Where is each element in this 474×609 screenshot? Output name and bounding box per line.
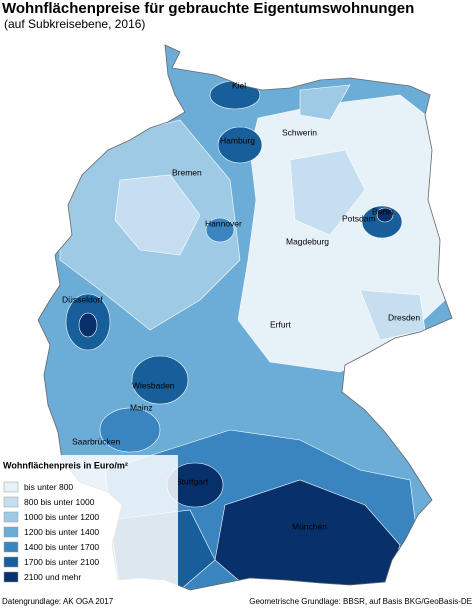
city-label: Hannover bbox=[205, 218, 242, 228]
region bbox=[205, 217, 235, 243]
city-label: Kiel bbox=[232, 80, 246, 90]
region bbox=[131, 355, 189, 405]
legend-swatch bbox=[3, 556, 19, 568]
legend-label: 1400 bis unter 1700 bbox=[24, 542, 99, 552]
city-label: Bremen bbox=[172, 167, 202, 177]
city-label: Potsdam bbox=[342, 213, 376, 223]
legend-label: 2100 und mehr bbox=[24, 572, 81, 582]
city-label: Hamburg bbox=[220, 135, 255, 145]
legend-title: Wohnflächenpreis in Euro/m² bbox=[3, 460, 128, 470]
legend-label: 800 bis unter 1000 bbox=[24, 497, 95, 507]
legend-swatch bbox=[3, 496, 19, 508]
legend-swatch bbox=[3, 511, 19, 523]
city-label: Saarbrücken bbox=[72, 436, 120, 446]
city-label: Stuttgart bbox=[176, 476, 209, 486]
footer-geometry: Geometrische Grundlage: BBSR, auf Basis … bbox=[249, 597, 472, 606]
legend-label: 1700 bis unter 2100 bbox=[24, 557, 99, 567]
region bbox=[289, 149, 366, 236]
city-label: Düsseldorf bbox=[62, 294, 103, 304]
legend-label: bis unter 800 bbox=[24, 482, 73, 492]
city-label: Berlin bbox=[372, 206, 394, 216]
region bbox=[114, 174, 201, 256]
city-label: Magdeburg bbox=[286, 236, 329, 246]
legend-swatch bbox=[3, 541, 19, 553]
region bbox=[299, 84, 351, 121]
legend-swatch bbox=[3, 481, 19, 493]
region bbox=[99, 407, 161, 453]
legend-swatch bbox=[3, 526, 19, 538]
legend: Wohnflächenpreis in Euro/m² bis unter 80… bbox=[0, 455, 178, 590]
footer-source: Datengrundlage: AK OGA 2017 bbox=[2, 597, 114, 606]
region bbox=[78, 312, 98, 338]
city-label: München bbox=[292, 521, 327, 531]
city-label: Mainz bbox=[130, 402, 153, 412]
region bbox=[376, 207, 394, 223]
legend-box bbox=[0, 455, 178, 590]
city-label: Schwerin bbox=[282, 127, 317, 137]
legend-label: 1000 bis unter 1200 bbox=[24, 512, 99, 522]
region bbox=[217, 126, 263, 164]
legend-label: 1200 bis unter 1400 bbox=[24, 527, 99, 537]
city-label: Erfurt bbox=[270, 319, 291, 329]
city-label: Wiesbaden bbox=[132, 380, 175, 390]
subtitle: (auf Subkreisebene, 2016) bbox=[4, 17, 145, 31]
city-label: Dresden bbox=[388, 312, 420, 322]
city-labels: Kiel Hamburg Schwerin Bremen Berlin Pots… bbox=[62, 80, 420, 531]
legend-swatch bbox=[3, 571, 19, 583]
title: Wohnflächenpreise für gebrauchte Eigentu… bbox=[2, 0, 414, 17]
